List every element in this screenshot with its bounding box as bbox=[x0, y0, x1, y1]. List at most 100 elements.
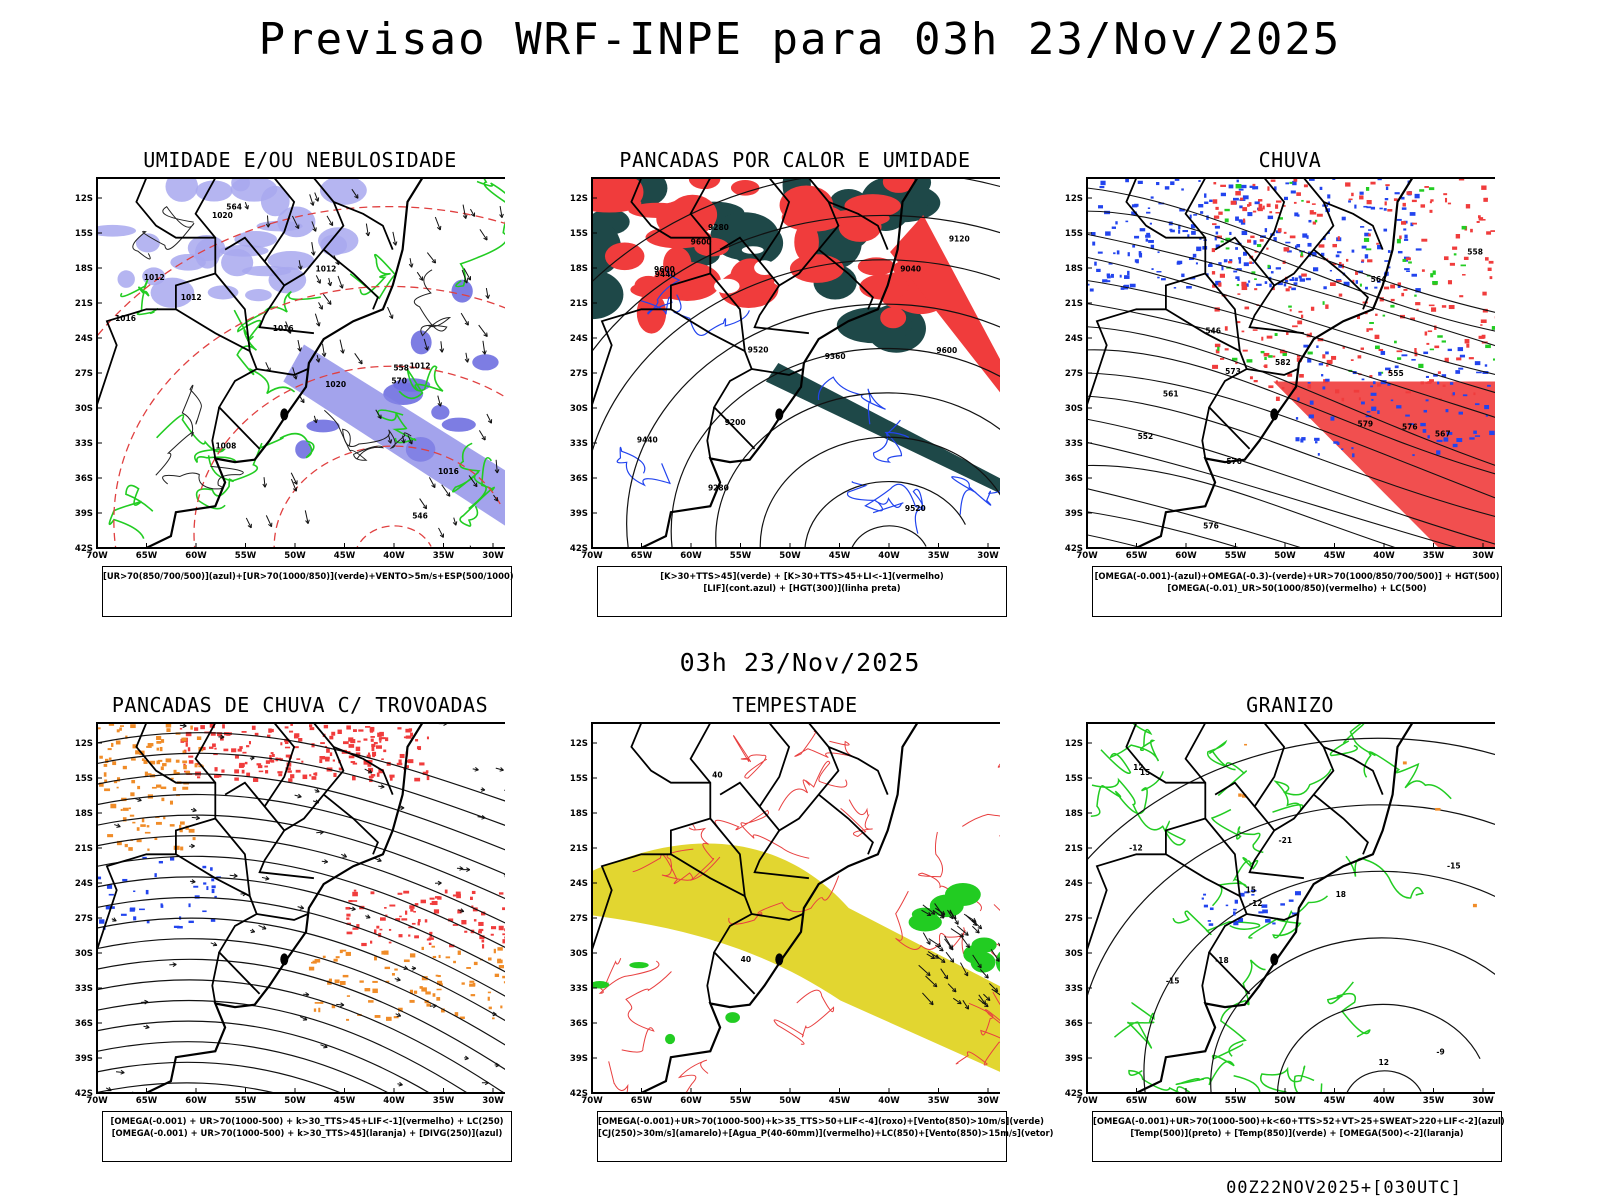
political-border bbox=[719, 178, 840, 287]
political-border bbox=[630, 178, 711, 239]
field-speckle bbox=[1365, 415, 1372, 418]
field-speckle bbox=[1212, 199, 1218, 204]
field-speckle bbox=[1370, 385, 1374, 388]
wind-vector-head bbox=[297, 347, 302, 352]
wind-vector-head bbox=[995, 957, 1000, 962]
field-speckle bbox=[1462, 394, 1468, 397]
contour-line bbox=[233, 309, 296, 395]
field-speckle bbox=[106, 884, 113, 889]
field-speckle bbox=[329, 735, 334, 740]
field-patch bbox=[150, 277, 195, 308]
wind-vector-head bbox=[392, 241, 398, 246]
field-speckle bbox=[1264, 356, 1267, 360]
lat-label: 30S bbox=[570, 949, 588, 959]
field-speckle bbox=[1099, 186, 1105, 189]
contour-line bbox=[356, 525, 432, 548]
field-speckle bbox=[1250, 889, 1257, 892]
field-speckle bbox=[1216, 235, 1222, 239]
field-speckle bbox=[1321, 252, 1325, 257]
field-speckle bbox=[1238, 257, 1242, 260]
political-border bbox=[758, 178, 791, 262]
field-speckle bbox=[256, 763, 262, 766]
contour-line bbox=[156, 414, 237, 463]
field-speckle bbox=[214, 774, 220, 778]
field-speckle bbox=[1366, 199, 1372, 205]
field-speckle bbox=[1383, 228, 1388, 232]
field-speckle bbox=[429, 931, 433, 935]
field-speckle bbox=[366, 754, 371, 758]
field-speckle bbox=[1406, 270, 1410, 273]
field-speckle bbox=[1212, 223, 1217, 226]
wind-vector-head bbox=[464, 321, 469, 326]
field-speckle bbox=[99, 782, 104, 787]
map-fields: 1012101210161020100810121016102010165705… bbox=[97, 178, 505, 548]
contour-label: 15 bbox=[1140, 768, 1150, 777]
field-speckle bbox=[1188, 257, 1194, 261]
field-speckle bbox=[1357, 315, 1360, 319]
field-speckle bbox=[143, 759, 148, 764]
field-speckle bbox=[1289, 235, 1296, 239]
field-speckle bbox=[1233, 920, 1239, 926]
political-border bbox=[1165, 817, 1241, 897]
field-speckle bbox=[419, 762, 425, 766]
contour-label: 561 bbox=[1163, 389, 1179, 398]
field-speckle bbox=[1329, 269, 1332, 272]
field-speckle bbox=[1365, 248, 1372, 251]
field-speckle bbox=[1238, 259, 1242, 264]
lat-label: 30S bbox=[1065, 949, 1083, 959]
field-speckle bbox=[1225, 247, 1230, 250]
field-speckle bbox=[478, 930, 482, 934]
political-border bbox=[592, 308, 671, 406]
political-border bbox=[1323, 746, 1384, 795]
field-speckle bbox=[1157, 276, 1160, 279]
field-speckle bbox=[128, 847, 133, 851]
field-speckle bbox=[221, 769, 225, 773]
contour-line bbox=[232, 432, 315, 482]
field-speckle bbox=[405, 735, 412, 739]
field-speckle bbox=[1314, 441, 1318, 444]
field-speckle bbox=[212, 743, 216, 747]
field-speckle bbox=[1292, 325, 1298, 328]
field-speckle bbox=[367, 762, 372, 767]
field-speckle bbox=[1401, 207, 1407, 210]
field-speckle bbox=[190, 725, 193, 730]
field-patch bbox=[451, 279, 473, 303]
wind-vector bbox=[292, 367, 297, 380]
field-speckle bbox=[379, 917, 386, 921]
field-speckle bbox=[448, 918, 454, 922]
field-speckle bbox=[1296, 357, 1302, 362]
wind-vector bbox=[493, 494, 499, 502]
field-speckle bbox=[1337, 236, 1340, 241]
wind-vector-head bbox=[220, 734, 225, 740]
field-speckle bbox=[1149, 222, 1152, 225]
field-speckle bbox=[1365, 286, 1368, 290]
field-speckle bbox=[139, 908, 145, 911]
field-speckle bbox=[1425, 399, 1429, 402]
wind-vector bbox=[944, 938, 954, 951]
field-speckle bbox=[1119, 274, 1122, 278]
field-speckle bbox=[110, 803, 117, 809]
lat-label: 18S bbox=[1065, 809, 1083, 819]
lagoa-patos bbox=[1270, 408, 1279, 421]
field-speckle bbox=[409, 989, 414, 994]
field-speckle bbox=[1403, 238, 1409, 241]
field-speckle bbox=[1256, 283, 1262, 286]
field-speckle bbox=[1355, 280, 1358, 284]
field-speckle bbox=[170, 777, 174, 780]
field-speckle bbox=[1345, 258, 1349, 262]
field-speckle bbox=[1390, 399, 1394, 402]
wind-vector-head bbox=[310, 251, 316, 256]
political-border bbox=[194, 723, 261, 995]
field-speckle bbox=[145, 889, 149, 895]
field-speckle bbox=[373, 929, 377, 934]
wind-vector-head bbox=[984, 1002, 989, 1008]
contour-line bbox=[97, 793, 505, 875]
field-speckle bbox=[1270, 271, 1274, 274]
wind-vector-head bbox=[327, 281, 333, 287]
field-speckle bbox=[1311, 211, 1317, 215]
field-speckle bbox=[1264, 281, 1268, 284]
field-speckle bbox=[469, 980, 475, 983]
field-speckle bbox=[1414, 294, 1417, 297]
field-speckle bbox=[1341, 448, 1344, 451]
field-speckle bbox=[140, 824, 146, 827]
